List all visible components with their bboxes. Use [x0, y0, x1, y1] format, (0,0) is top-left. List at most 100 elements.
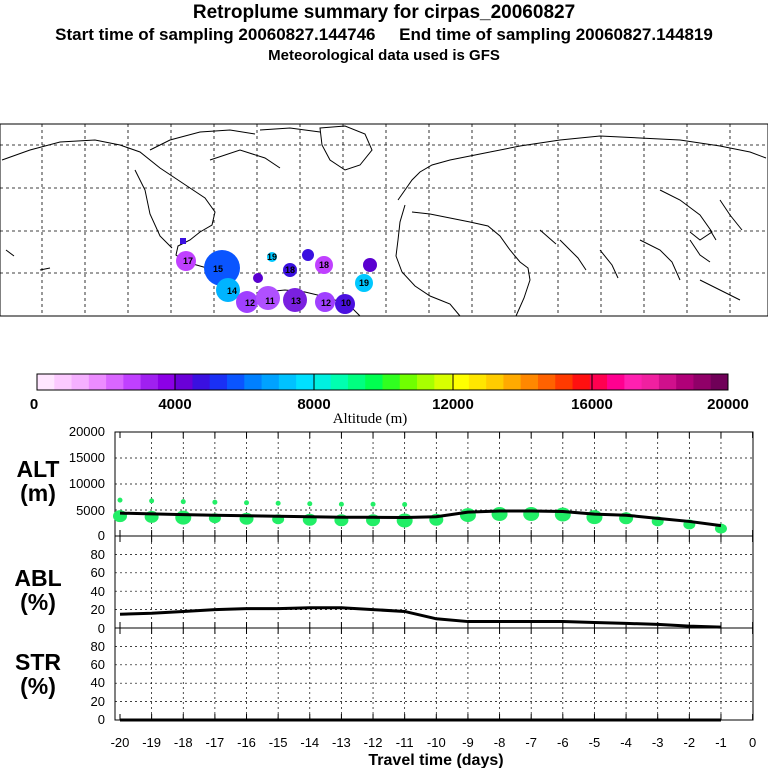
x-tick-label: -13 [332, 735, 351, 750]
chart-title: Retroplume summary for cirpas_20060827 [192, 2, 576, 23]
alt-dot [370, 501, 376, 507]
colorbar-swatch [123, 374, 142, 390]
plume-marker [253, 273, 263, 283]
x-axis-label: Travel time (days) [368, 752, 503, 768]
plume-marker [180, 238, 186, 244]
plume-marker [267, 252, 277, 262]
alt-dot [459, 508, 476, 523]
alt-dot [117, 497, 123, 503]
x-tick-label: -11 [396, 735, 414, 750]
str-ytick: 60 [91, 657, 105, 672]
str-panel-unit: (%) [20, 673, 56, 699]
colorbar-swatch [244, 374, 262, 390]
alt-dot [244, 500, 250, 506]
abl-ytick: 20 [91, 602, 105, 617]
marker-label: 15 [213, 264, 223, 274]
colorbar-swatch [503, 374, 522, 390]
colorbar-swatch [676, 374, 694, 390]
colorbar-swatch [330, 374, 349, 390]
colorbar-swatch [434, 374, 452, 390]
x-tick-label: -5 [589, 735, 601, 750]
map-panel: 17 15 14 12 11 13 12 10 19 18 18 19 [0, 123, 768, 317]
time-series-panels [113, 431, 754, 722]
plume-marker [335, 294, 355, 314]
colorbar-swatch [451, 374, 470, 390]
alt-dot [396, 513, 413, 528]
plume-marker [283, 263, 297, 277]
x-tick-label: -9 [462, 735, 474, 750]
colorbar-swatch [88, 374, 107, 390]
colorbar-swatch [71, 374, 90, 390]
marker-label: 18 [319, 260, 329, 270]
plume-marker [315, 256, 333, 274]
sampling-times: Start time of sampling 20060827.144746 E… [55, 25, 713, 44]
marker-label: 14 [227, 286, 237, 296]
marker-label: 10 [341, 298, 351, 308]
colorbar-tick: 0 [30, 396, 38, 413]
colorbar-swatch [572, 374, 591, 390]
colorbar-tick: 16000 [571, 396, 613, 413]
colorbar-swatch [589, 374, 608, 390]
colorbar-swatch [417, 374, 435, 390]
x-tick-label: -6 [557, 735, 569, 750]
alt-dot [275, 500, 281, 506]
colorbar-swatch [520, 374, 539, 390]
colorbar-swatch [37, 374, 55, 390]
alt-dot [491, 507, 508, 522]
colorbar-tick: 12000 [432, 396, 474, 413]
x-tick-label: -16 [237, 735, 256, 750]
alt-ytick: 10000 [69, 476, 105, 491]
plume-marker [283, 288, 307, 312]
alt-panel-unit: (m) [20, 480, 56, 506]
colorbar-swatch [227, 374, 245, 390]
colorbar-tick: 8000 [297, 396, 330, 413]
colorbar-swatch [486, 374, 504, 390]
x-tick-label: -4 [620, 735, 632, 750]
alt-dot [175, 510, 192, 525]
colorbar-swatch [140, 374, 159, 390]
x-tick-label: -12 [364, 735, 383, 750]
colorbar-swatch [278, 374, 297, 390]
marker-label: 19 [267, 252, 277, 262]
x-tick-label: -2 [684, 735, 696, 750]
plume-marker [176, 251, 196, 271]
colorbar-swatch [693, 374, 712, 390]
marker-label: 12 [245, 298, 255, 308]
marker-label: 19 [359, 278, 369, 288]
alt-dot [338, 501, 344, 507]
plume-marker [315, 292, 335, 312]
alt-dot [212, 499, 218, 505]
alt-ytick: 20000 [69, 424, 105, 439]
colorbar-swatch [537, 374, 556, 390]
str-ytick: 0 [98, 712, 105, 727]
x-tick-label: -8 [494, 735, 506, 750]
colorbar-swatch [157, 374, 176, 390]
alt-panel-label: ALT [16, 456, 59, 482]
alt-dot [180, 499, 186, 505]
colorbar-swatch [313, 374, 332, 390]
str-ytick: 40 [91, 675, 105, 690]
str-ytick: 80 [91, 639, 105, 654]
colorbar-swatch [607, 374, 625, 390]
abl-ytick: 60 [91, 565, 105, 580]
alt-dot [554, 507, 571, 522]
coastlines [1, 125, 767, 317]
colorbar-swatch [209, 374, 228, 390]
x-tick-label: -18 [174, 735, 193, 750]
x-tick-label: -20 [111, 735, 130, 750]
marker-label: 17 [183, 256, 193, 266]
plume-marker [355, 274, 373, 292]
abl-ytick: 0 [98, 621, 105, 636]
alt-dot [149, 498, 155, 504]
colorbar-swatch [365, 374, 383, 390]
x-tick-label: -3 [652, 735, 664, 750]
x-tick-label: -7 [525, 735, 537, 750]
colorbar-tick: 4000 [158, 396, 191, 413]
colorbar-swatch [555, 374, 573, 390]
colorbar-swatch [468, 374, 487, 390]
x-tick-label: -17 [205, 735, 224, 750]
x-tick-label: -1 [715, 735, 727, 750]
alt-ytick: 15000 [69, 450, 105, 465]
abl-panel-label: ABL [14, 565, 61, 591]
